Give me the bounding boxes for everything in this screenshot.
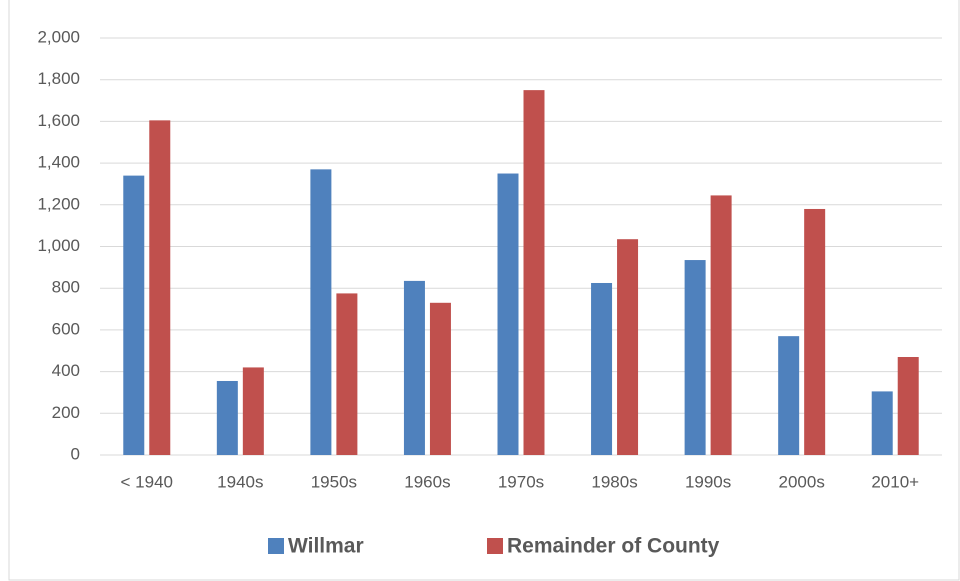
legend-swatch bbox=[487, 538, 503, 554]
bar bbox=[497, 173, 519, 455]
y-tick-label: 0 bbox=[71, 444, 80, 463]
x-tick-label: 1990s bbox=[685, 472, 731, 491]
bar bbox=[123, 175, 145, 456]
y-tick-label: 2,000 bbox=[37, 27, 80, 46]
x-tick-label: < 1940 bbox=[121, 472, 173, 491]
bar bbox=[310, 169, 332, 456]
y-tick-label: 800 bbox=[52, 278, 80, 297]
y-tick-label: 1,000 bbox=[37, 236, 80, 255]
y-tick-label: 400 bbox=[52, 361, 80, 380]
bar bbox=[403, 280, 425, 455]
y-tick-label: 1,800 bbox=[37, 69, 80, 88]
x-tick-label: 1960s bbox=[404, 472, 450, 491]
y-tick-label: 200 bbox=[52, 403, 80, 422]
x-tick-label: 2010+ bbox=[871, 472, 919, 491]
bar bbox=[336, 293, 358, 455]
bar bbox=[216, 380, 238, 455]
bar bbox=[242, 367, 264, 455]
bar bbox=[871, 391, 893, 455]
bar bbox=[617, 239, 639, 455]
y-tick-label: 1,200 bbox=[37, 194, 80, 213]
legend-swatch bbox=[268, 538, 284, 554]
bar bbox=[429, 302, 451, 455]
x-tick-label: 2000s bbox=[779, 472, 825, 491]
y-tick-label: 1,600 bbox=[37, 111, 80, 130]
x-tick-label: 1950s bbox=[311, 472, 357, 491]
y-tick-label: 600 bbox=[52, 319, 80, 338]
legend-label: Willmar bbox=[288, 535, 364, 558]
bar bbox=[684, 260, 706, 455]
bar bbox=[897, 357, 919, 455]
y-tick-label: 1,400 bbox=[37, 153, 80, 172]
x-tick-label: 1940s bbox=[217, 472, 263, 491]
bar bbox=[778, 336, 800, 455]
legend-label: Remainder of County bbox=[507, 535, 720, 558]
bar bbox=[710, 195, 732, 456]
bar bbox=[149, 120, 171, 456]
bar bbox=[523, 90, 545, 455]
bar bbox=[591, 282, 613, 455]
x-tick-label: 1970s bbox=[498, 472, 544, 491]
bar bbox=[804, 208, 826, 455]
x-tick-label: 1980s bbox=[591, 472, 637, 491]
